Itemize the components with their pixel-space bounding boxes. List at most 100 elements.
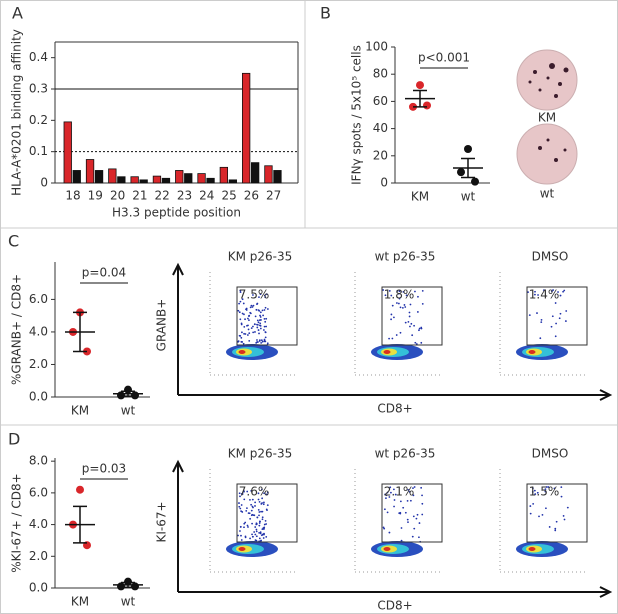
event: [384, 493, 387, 496]
event: [250, 509, 253, 512]
event: [555, 322, 557, 325]
event: [262, 314, 265, 317]
event: [396, 290, 399, 292]
event: [244, 318, 246, 321]
event: [243, 522, 246, 525]
event: [410, 322, 413, 325]
flow-y-label: GRANB+: [155, 299, 169, 352]
event: [415, 517, 418, 520]
event: [256, 323, 259, 326]
flow-plot: [499, 272, 588, 376]
y-axis-label: %GRANB+ / CD8+: [10, 274, 24, 385]
event: [264, 320, 267, 323]
event: [244, 521, 247, 524]
density-core: [383, 547, 391, 551]
event: [529, 512, 532, 515]
event: [421, 513, 424, 516]
event: [554, 527, 557, 530]
event: [254, 315, 257, 318]
x-tick-label: wt: [461, 190, 476, 204]
event: [263, 533, 265, 536]
y-tick-label: 2.0: [29, 357, 48, 371]
event: [411, 334, 414, 337]
x-tick-label: 21: [132, 189, 147, 203]
event: [563, 289, 566, 292]
x-tick-label: wt: [121, 404, 136, 418]
event: [258, 524, 261, 527]
event: [260, 341, 263, 344]
event: [262, 329, 265, 331]
bar: [130, 176, 139, 184]
event: [239, 526, 242, 528]
x-tick-label: KM: [71, 404, 89, 418]
event: [265, 293, 268, 296]
event: [239, 291, 242, 294]
y-arrow: [172, 262, 184, 395]
event: [538, 515, 540, 518]
p-value: p=0.03: [82, 462, 126, 476]
well-label: KM: [538, 111, 556, 125]
event: [562, 290, 564, 293]
error-bar: [461, 157, 475, 179]
event: [402, 506, 405, 509]
event: [391, 304, 394, 307]
bar: [206, 177, 215, 184]
event: [564, 320, 567, 322]
event: [260, 339, 263, 342]
event: [248, 512, 251, 515]
event: [417, 295, 419, 298]
flow-plot: [354, 272, 443, 376]
event: [241, 493, 244, 495]
event: [398, 512, 401, 515]
event: [250, 489, 253, 492]
event: [386, 511, 389, 514]
event: [540, 321, 543, 324]
event: [399, 331, 402, 334]
event: [251, 535, 254, 538]
density-core: [528, 350, 536, 354]
event: [418, 522, 421, 524]
event: [408, 491, 411, 493]
event: [237, 534, 239, 537]
event: [254, 533, 257, 536]
event: [401, 306, 404, 309]
event: [542, 289, 545, 292]
event: [413, 527, 416, 530]
event: [242, 342, 245, 345]
event: [253, 531, 256, 533]
event: [249, 517, 252, 520]
event: [252, 294, 254, 296]
event: [421, 494, 423, 497]
event: [388, 337, 390, 340]
data-point: [124, 577, 132, 586]
event: [241, 331, 243, 334]
panel-label: D: [8, 430, 20, 449]
event: [260, 510, 262, 513]
event: [407, 521, 409, 524]
event: [265, 317, 268, 320]
event: [261, 340, 264, 343]
gate-percent: 1.8%: [384, 288, 415, 302]
event: [238, 492, 241, 495]
event: [406, 499, 409, 502]
event: [544, 488, 547, 491]
event: [263, 325, 266, 328]
event: [411, 535, 414, 538]
event: [558, 317, 561, 320]
event: [396, 302, 398, 304]
y-tick-label: 0.3: [29, 82, 48, 96]
event: [248, 332, 251, 335]
event: [402, 291, 405, 293]
event: [263, 317, 266, 320]
bar: [197, 173, 206, 184]
event: [420, 486, 423, 489]
event: [262, 503, 265, 506]
event: [240, 510, 242, 513]
event: [534, 293, 536, 296]
event: [560, 486, 563, 489]
event: [527, 291, 529, 294]
event: [255, 341, 258, 344]
event: [239, 335, 242, 337]
y-axis-label: IFNγ spots / 5x10⁵ cells: [350, 45, 364, 185]
